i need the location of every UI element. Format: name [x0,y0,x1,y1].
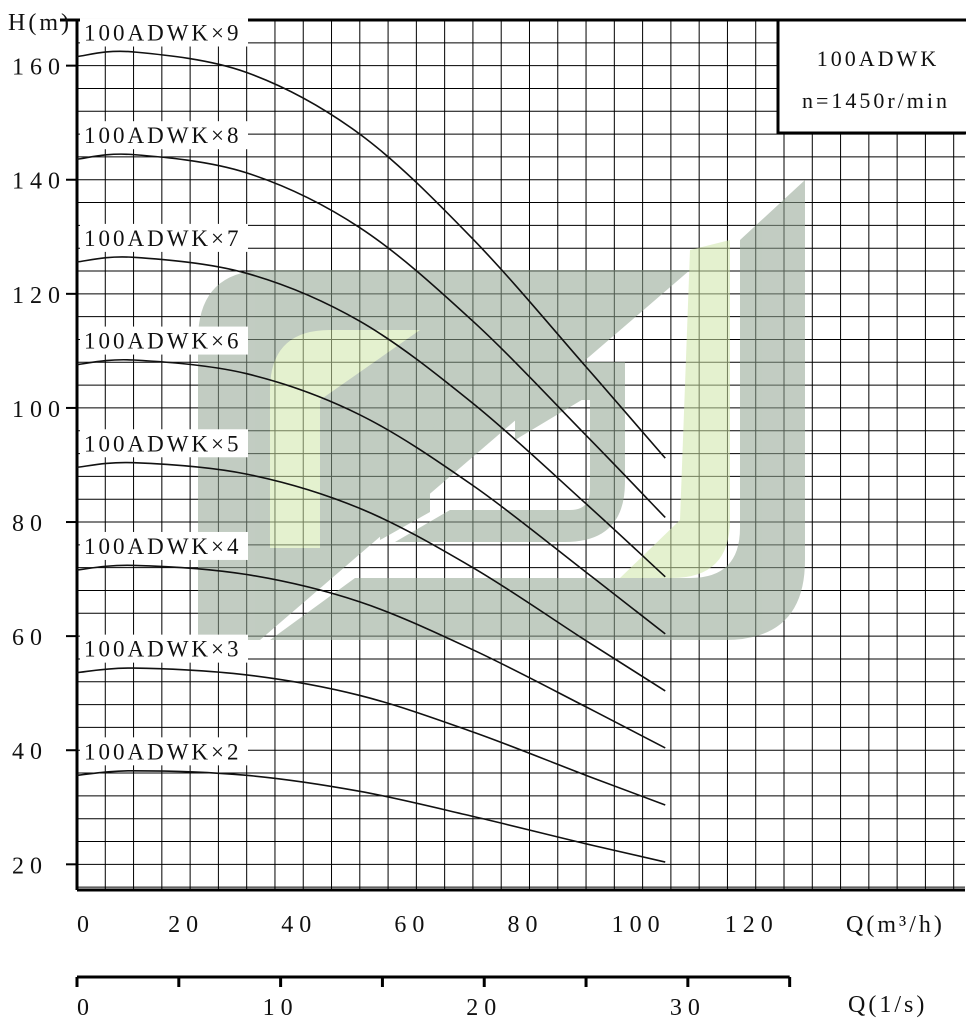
watermark-outer-frame [198,180,805,640]
watermark-inner-band [270,240,730,578]
x-tick-label: 120 [725,912,779,938]
y-tick-label: 160 [12,55,66,81]
series-label: 100ADWK×4 [84,534,242,559]
x2-tick-label: 30 [670,995,706,1021]
series-label: 100ADWK×2 [84,739,242,764]
x2-tick-label: 10 [263,995,299,1021]
watermark-center-mark [380,362,625,542]
x2-tick-label: 0 [77,995,95,1021]
y-tick-label: 120 [12,283,66,309]
series-label: 100ADWK×3 [84,637,242,662]
x-tick-label: 40 [281,912,317,938]
info-box-frame [776,18,966,135]
series-line [76,50,666,459]
axes [60,18,965,987]
x-tick-label: 0 [77,912,95,938]
series-label: 100ADWK×7 [84,226,242,251]
info-box-speed: n=1450r/min [802,88,950,113]
x-tick-label: 60 [394,912,430,938]
y-tick-label: 20 [12,853,48,879]
series-line [76,769,666,863]
info-box-model: 100ADWK [817,46,939,71]
series-line [76,564,666,749]
series-label-background [80,121,248,150]
series-label-background [80,223,248,252]
y-tick-label: 100 [12,397,66,423]
series-label-background [80,737,248,766]
tick-labels: 20 40 60 80 100 120 140 160 0 20 40 60 80 100 120 0 10 20… [12,55,779,1021]
series-label-background [80,634,248,663]
series-line [76,461,666,692]
series-label: 100ADWK×8 [84,123,242,148]
x-tick-label: 80 [507,912,543,938]
series-label-background [80,429,248,458]
x2-tick-label: 20 [466,995,502,1021]
series-curves [76,50,666,863]
series-labels: 100ADWK×2 100ADWK×3 100ADWK×4 100ADWK×5 100A… [80,18,248,766]
x-axis-title: Q(m³/h) [846,912,945,938]
x-tick-label: 20 [168,912,204,938]
y-axis-title: H(m) [8,10,72,36]
series-label: 100ADWK×9 [84,21,242,46]
y-tick-label: 80 [12,511,48,537]
y-tick-label: 140 [12,169,66,195]
series-label-background [80,18,248,47]
y-tick-label: 40 [12,739,48,765]
series-label-background [80,531,248,560]
series-line [76,153,666,519]
y-tick-label: 60 [12,625,48,651]
watermark-logo [198,180,805,640]
series-line [76,358,666,635]
series-label: 100ADWK×6 [84,329,242,354]
series-label: 100ADWK×5 [84,431,242,456]
x2-axis-title: Q(1/s) [848,992,927,1018]
x-tick-label: 100 [612,912,666,938]
info-box: 100ADWK n=1450r/min [776,18,966,135]
series-line [76,256,666,578]
series-line [76,667,666,806]
series-label-background [80,326,248,355]
